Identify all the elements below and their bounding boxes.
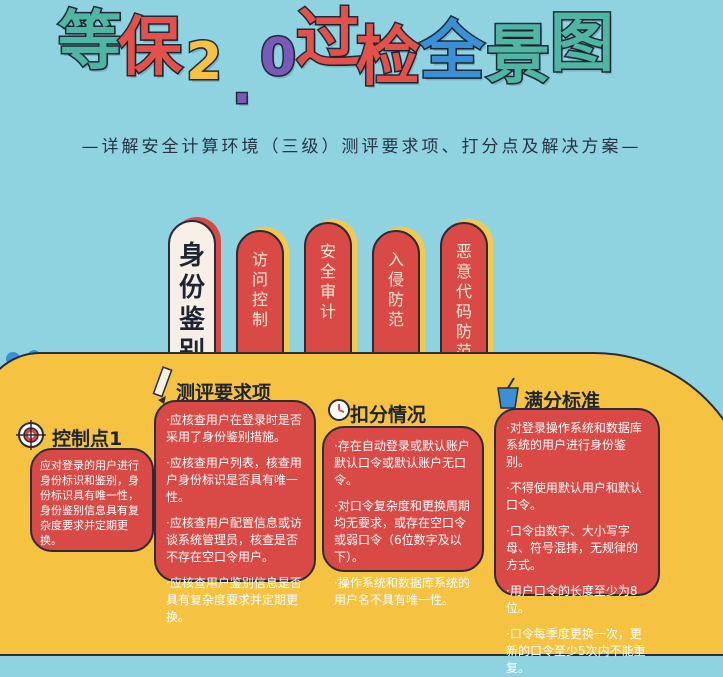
list-item: ·对口令复杂度和更换周期均无要求，或存在空口令或弱口令（6位数字及以下）。 — [334, 499, 470, 564]
control-point-card: 应对登录的用户进行身份标识和鉴别，身份标识具有唯一性，身份鉴别信息具有复杂度要求… — [30, 448, 154, 552]
requirements-heading: 测评要求项 — [176, 382, 272, 404]
tab-char: 安 — [319, 242, 336, 261]
list-item: ·应核查用户鉴别信息是否具有复杂度要求并定期更换。 — [166, 576, 302, 624]
target-icon — [16, 420, 46, 450]
tab-char: 鉴 — [178, 305, 205, 335]
tab-char: 身 — [178, 241, 205, 271]
tab-char: 意 — [455, 262, 472, 281]
title-char: 2 — [184, 32, 223, 92]
tab-char: 全 — [319, 262, 336, 281]
list-item: ·存在自动登录或默认账户默认口令或默认账户无口令。 — [334, 439, 470, 487]
title-char: 保 — [117, 11, 184, 85]
title-char: 0 — [258, 28, 297, 88]
title-char: 景 — [485, 19, 552, 93]
tab-char: 范 — [387, 310, 404, 329]
list-item: ·应核查用户列表，核查用户身份标识是否具有唯一性。 — [166, 456, 302, 504]
title-char: 全 — [419, 15, 486, 89]
tab-char: 防 — [455, 322, 472, 341]
requirements-card: ·应核查用户在登录时是否采用了身份鉴别措施。 ·应核查用户列表，核查用户身份标识是… — [154, 400, 316, 624]
list-item: ·口令每季度更换一次，更新的口令至少5次内不能重复。 — [506, 627, 646, 675]
cup-icon — [497, 378, 519, 409]
tab-char: 问 — [251, 270, 268, 289]
list-item: ·不得使用默认用户和默认口令。 — [506, 481, 642, 512]
tab-char: 恶 — [455, 242, 472, 261]
tab-char: 审 — [319, 282, 336, 301]
tab-char: 代 — [455, 282, 472, 301]
control-point-text: 应对登录的用户进行身份标识和鉴别，身份标识具有唯一性，身份鉴别信息具有复杂度要求… — [40, 459, 139, 547]
title-char: 过 — [295, 3, 362, 77]
title-char: 等 — [57, 5, 124, 79]
title-char: 图 — [549, 7, 616, 81]
tab-char: 防 — [387, 290, 404, 309]
deductions-card: ·存在自动登录或默认账户默认口令或默认账户无口令。 ·对口令复杂度和更换周期均无要… — [322, 426, 484, 607]
tab-char: 计 — [319, 302, 336, 321]
tab-char: 码 — [455, 302, 472, 321]
title-char: 检 — [355, 21, 422, 95]
list-item: ·口令由数字、大小写字母、符号混排，无规律的方式。 — [506, 524, 639, 572]
list-item: ·操作系统和数据库系统的用户名不具有唯一性。 — [334, 576, 470, 607]
list-item: ·应核查用户配置信息或访谈系统管理员，核查是否不存在空口令用户。 — [166, 516, 302, 564]
full-marks-heading: 满分标准 — [524, 390, 601, 412]
title-char: . — [231, 56, 254, 116]
list-item: ·对登录操作系统和数据库系统的用户进行身份鉴别。 — [506, 421, 642, 469]
tab-char: 侵 — [387, 270, 404, 289]
tab-char: 份 — [178, 273, 205, 303]
tab-char: 入 — [387, 250, 404, 269]
list-item: ·应核查用户在登录时是否采用了身份鉴别措施。 — [166, 413, 302, 444]
tab-char: 控 — [251, 290, 268, 309]
stopwatch-icon — [328, 399, 350, 421]
tab-char: 访 — [251, 250, 268, 269]
full-marks-card: ·对登录操作系统和数据库系统的用户进行身份鉴别。 ·不得使用默认用户和默认口令。 ·… — [494, 408, 660, 675]
list-item: ·用户口令的长度至少为8位。 — [506, 584, 638, 615]
page-subtitle: —详解安全计算环境（三级）测评要求项、打分点及解决方案— — [81, 137, 642, 157]
deductions-heading: 扣分情况 — [350, 404, 427, 426]
control-point-heading: 控制点1 — [52, 428, 123, 450]
tab-char: 制 — [251, 310, 268, 329]
